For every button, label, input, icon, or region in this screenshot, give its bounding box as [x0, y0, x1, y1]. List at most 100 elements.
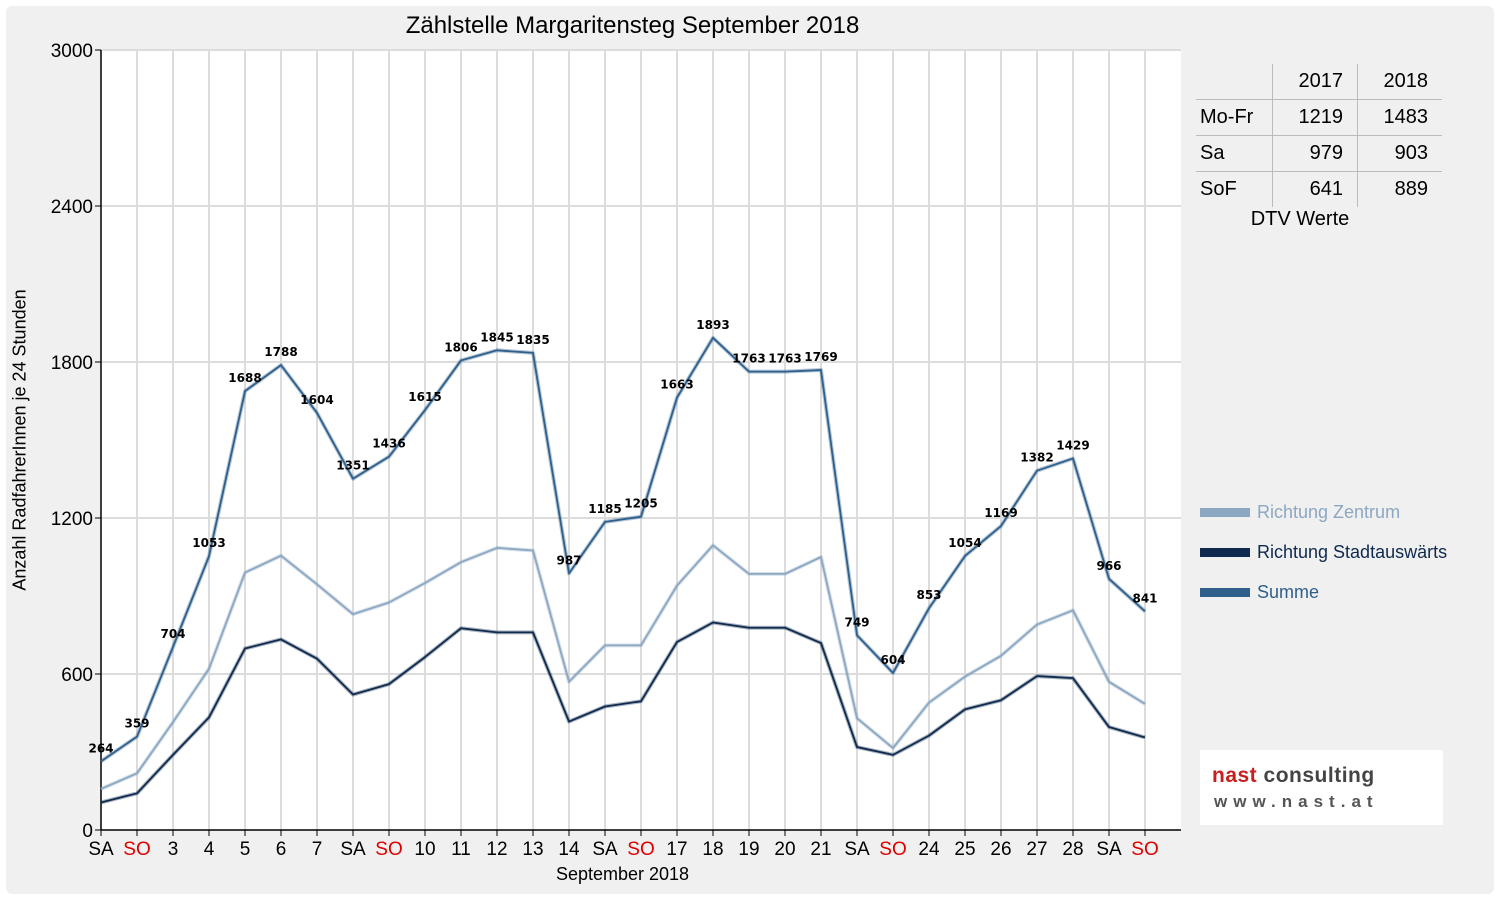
x-tick-label: 26	[990, 839, 1011, 860]
data-label-summe: 359	[124, 717, 149, 731]
data-label-summe: 1053	[192, 536, 225, 550]
x-tick-label: 24	[918, 839, 940, 860]
dtv-cell-2018: 1483	[1357, 99, 1442, 136]
logo-url: www.nast.at	[1214, 792, 1379, 811]
data-label-summe: 1763	[732, 352, 765, 366]
legend-swatch-zentrum	[1200, 507, 1250, 517]
data-label-summe: 987	[556, 553, 581, 567]
x-tick-label: SO	[879, 839, 906, 860]
x-tick-label: SA	[592, 839, 618, 860]
data-label-summe: 1769	[804, 350, 837, 364]
x-tick-label: 12	[486, 839, 507, 860]
data-label-summe: 1835	[516, 333, 549, 347]
dtv-row-label: Mo-Fr	[1196, 99, 1273, 136]
data-label-summe: 1845	[480, 330, 513, 344]
legend-item-zentrum[interactable]: Richtung Zentrum	[1200, 492, 1447, 532]
dtv-table: 2017 2018 Mo-Fr 1219 1483 Sa 979 903 SoF…	[1196, 64, 1442, 207]
dtv-header-empty	[1196, 64, 1273, 100]
x-tick-label: SO	[375, 839, 402, 860]
x-tick-label: 18	[702, 839, 723, 860]
data-label-summe: 1205	[624, 497, 657, 511]
data-label-summe: 853	[916, 588, 941, 602]
y-tick-label: 1800	[51, 353, 93, 374]
x-tick-label: 5	[240, 839, 251, 860]
x-tick-label: SO	[627, 839, 654, 860]
x-tick-label: SA	[1096, 839, 1122, 860]
x-tick-label: SO	[123, 839, 150, 860]
data-label-summe: 1604	[300, 393, 333, 407]
data-label-summe: 264	[88, 741, 113, 755]
x-tick-label: 10	[414, 839, 435, 860]
x-tick-label: 21	[810, 839, 831, 860]
data-label-summe: 841	[1132, 591, 1157, 605]
x-tick-label: 28	[1062, 839, 1083, 860]
y-tick-label: 600	[61, 665, 93, 686]
legend-item-stadtauswaerts[interactable]: Richtung Stadtauswärts	[1200, 532, 1447, 572]
x-tick-label: 11	[451, 839, 471, 860]
x-tick-label: 27	[1026, 839, 1047, 860]
data-label-summe: 1763	[768, 352, 801, 366]
data-label-summe: 749	[844, 615, 869, 629]
series-line-summe	[100, 336, 1146, 763]
data-label-summe: 704	[160, 627, 185, 641]
x-tick-label: 25	[954, 839, 975, 860]
series-line-halo-summe	[99, 335, 1147, 764]
x-tick-label: 3	[168, 839, 179, 860]
y-tick-label: 1200	[51, 509, 93, 530]
legend-label-stadtauswaerts: Richtung Stadtauswärts	[1257, 541, 1448, 562]
dtv-caption: DTV Werte	[1250, 208, 1350, 230]
dtv-row-label: Sa	[1196, 135, 1273, 172]
legend-label-zentrum: Richtung Zentrum	[1257, 501, 1401, 522]
series-line-stadtauswaerts	[100, 621, 1146, 804]
data-label-summe: 1185	[588, 502, 621, 516]
data-label-summe: 1054	[948, 536, 981, 550]
logo-brand-part1: nast	[1212, 764, 1258, 787]
y-tick-label: 2400	[51, 197, 93, 218]
data-label-summe: 1893	[696, 318, 729, 332]
dtv-cell-2018: 889	[1357, 171, 1442, 207]
dtv-header-2018: 2018	[1357, 64, 1442, 100]
dtv-row-mofr: Mo-Fr 1219 1483	[1196, 99, 1442, 136]
logo-brand: nast consulting	[1212, 764, 1375, 788]
dtv-cell-2018: 903	[1357, 135, 1442, 172]
series-line-halo-zentrum	[100, 543, 1147, 791]
legend-label-summe: Summe	[1257, 581, 1320, 602]
x-tick-label: 14	[558, 839, 580, 860]
dtv-header-2017: 2017	[1272, 64, 1358, 100]
data-label-summe: 1688	[228, 371, 261, 385]
x-tick-label: 17	[666, 839, 687, 860]
series-line-zentrum	[100, 544, 1146, 790]
x-tick-label: SO	[1131, 839, 1158, 860]
y-tick-label: 3000	[51, 41, 93, 62]
legend: Richtung Zentrum Richtung Stadtauswärts …	[1200, 492, 1447, 612]
x-tick-label: 20	[774, 839, 795, 860]
dtv-row-sof: SoF 641 889	[1196, 171, 1442, 207]
series-line-halo-stadtauswaerts	[100, 620, 1146, 805]
x-tick-label: 13	[522, 839, 543, 860]
chart-title: Zählstelle Margaritensteg September 2018	[405, 12, 860, 39]
dtv-cell-2017: 979	[1272, 135, 1358, 172]
x-tick-label: SA	[844, 839, 870, 860]
logo-brand-part2: consulting	[1263, 764, 1375, 787]
x-axis-label: September 2018	[555, 864, 690, 884]
x-tick-label: SA	[88, 839, 114, 860]
x-tick-label: 7	[312, 839, 323, 860]
data-label-summe: 1351	[336, 459, 369, 473]
data-label-summe: 1436	[372, 437, 405, 451]
dtv-cell-2017: 641	[1272, 171, 1358, 207]
data-label-summe: 1615	[408, 390, 441, 404]
x-tick-label: SA	[340, 839, 366, 860]
legend-item-summe[interactable]: Summe	[1200, 572, 1447, 612]
data-label-summe: 1788	[264, 345, 297, 359]
data-label-summe: 1663	[660, 378, 693, 392]
x-tick-label: 4	[204, 839, 215, 860]
legend-swatch-stadtauswaerts	[1200, 547, 1250, 557]
data-label-summe: 1429	[1056, 438, 1089, 452]
dtv-row-label: SoF	[1200, 178, 1237, 200]
data-label-summe: 1382	[1020, 451, 1053, 465]
data-label-summe: 966	[1096, 559, 1121, 573]
data-label-summe: 604	[880, 653, 905, 667]
x-tick-label: 19	[738, 839, 759, 860]
data-label-summe: 1169	[984, 506, 1017, 520]
